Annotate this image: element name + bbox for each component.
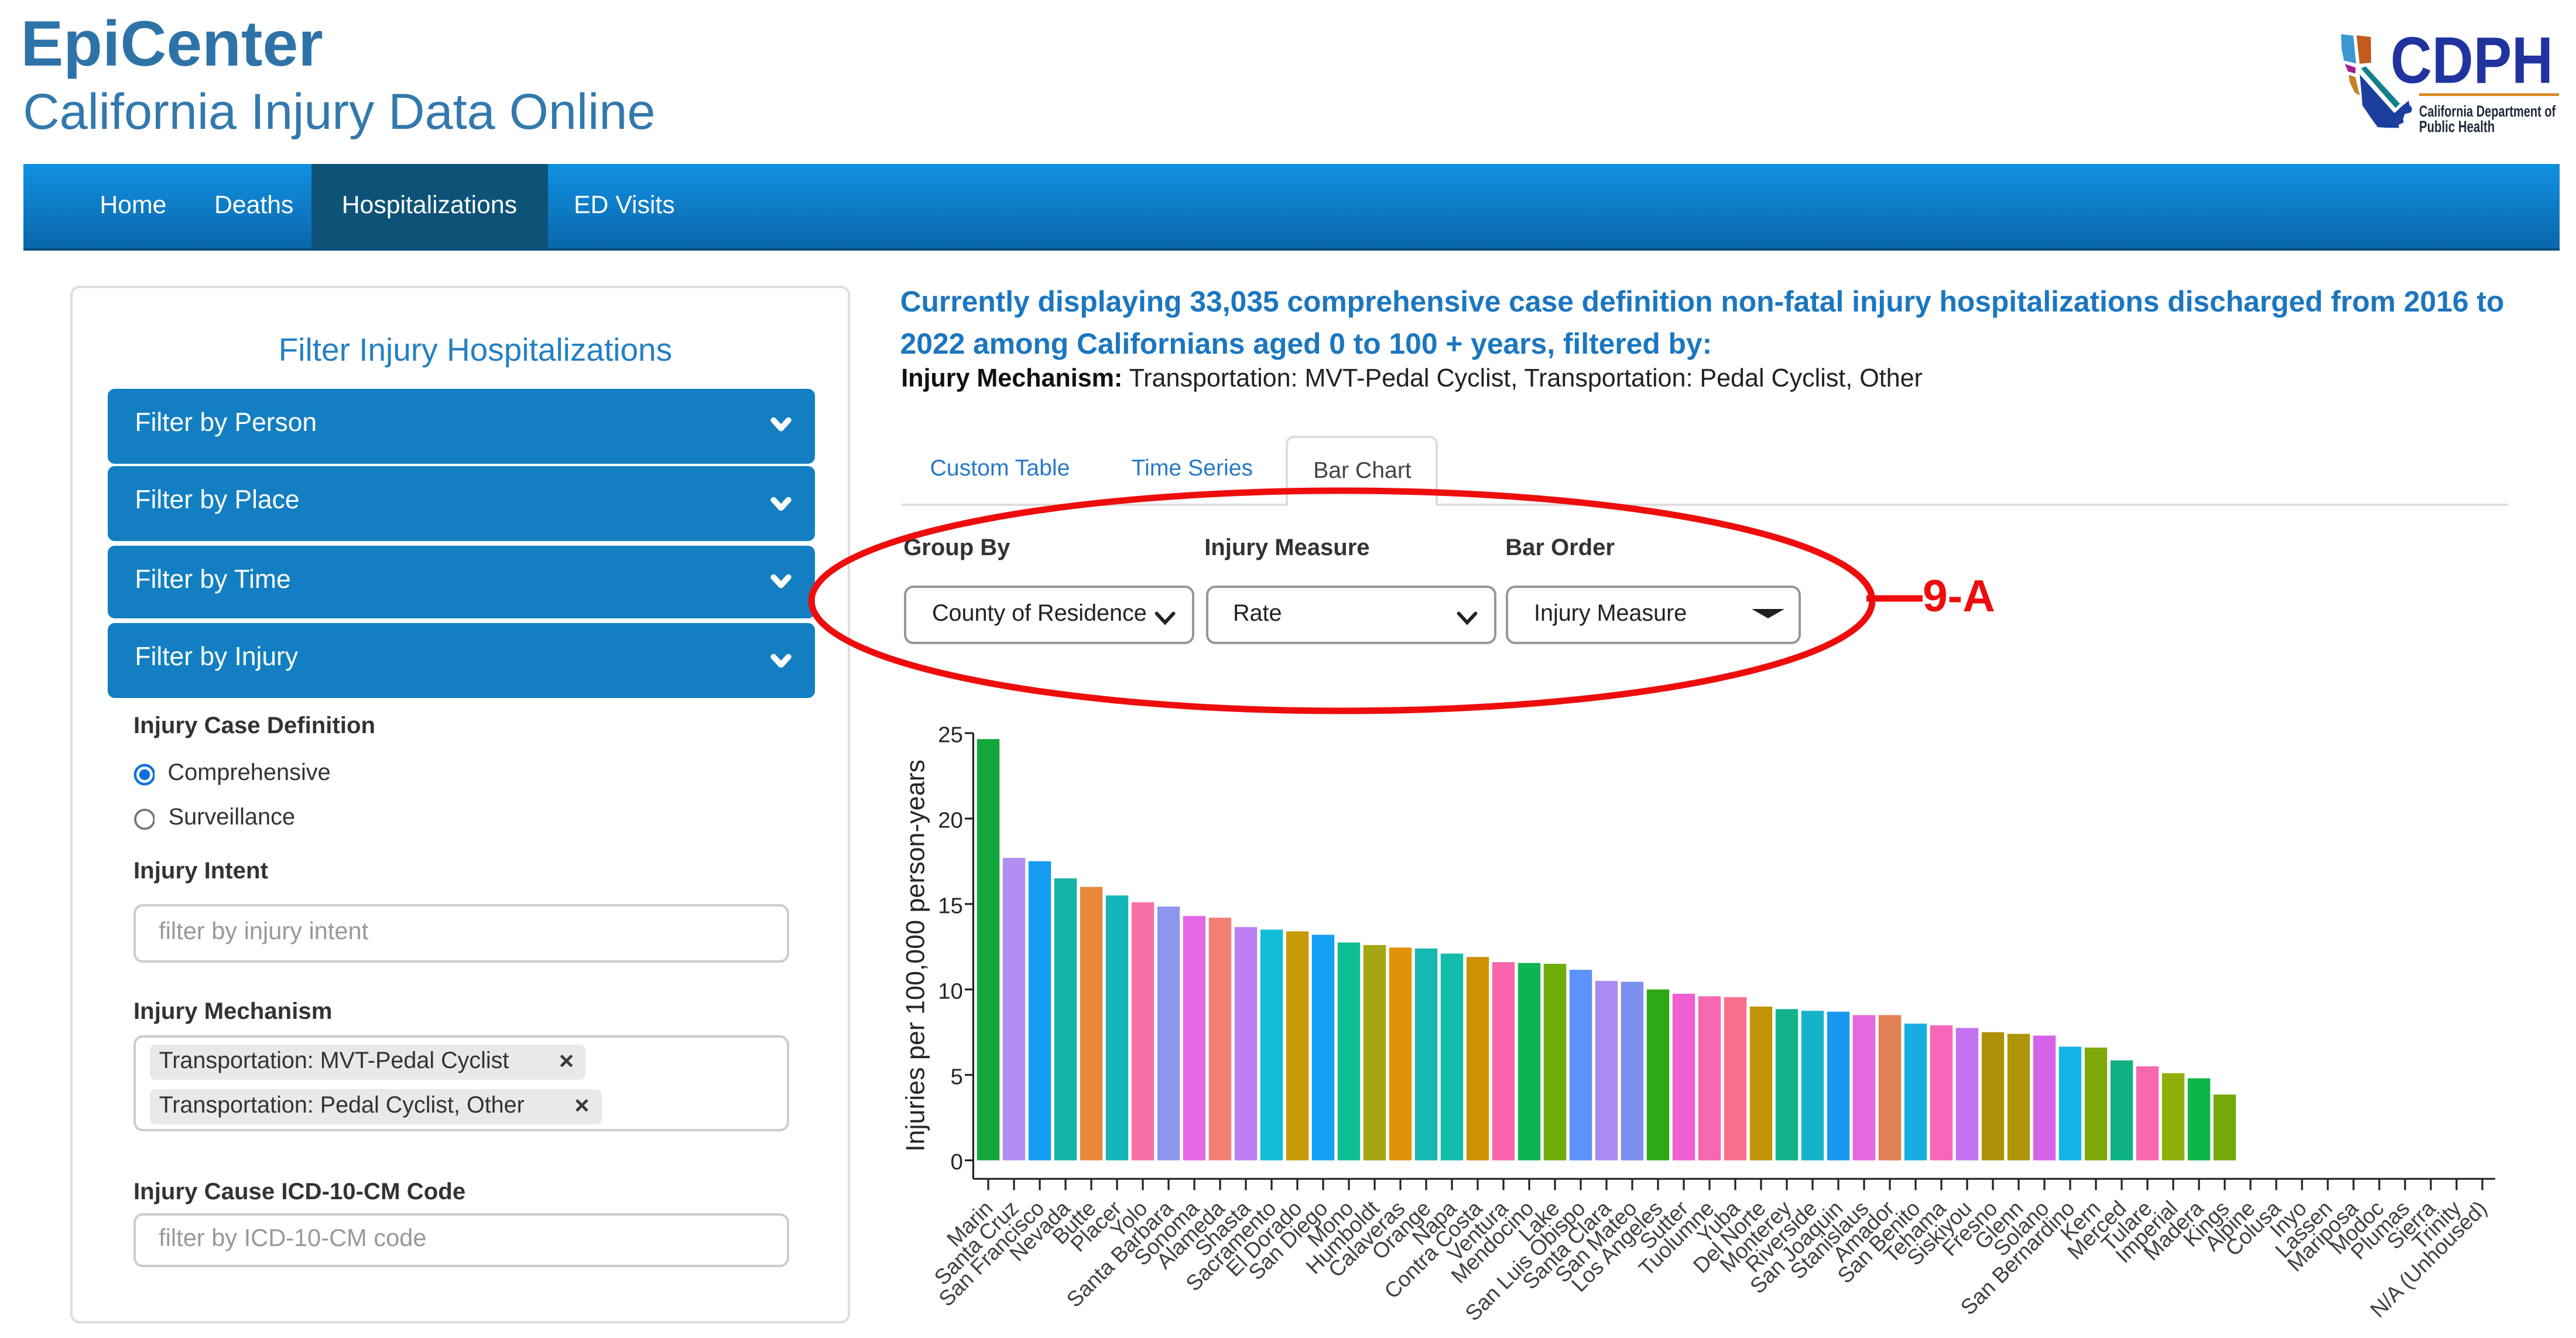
svg-text:5: 5 <box>950 1064 962 1089</box>
svg-text:10: 10 <box>938 978 963 1004</box>
svg-text:Public Health: Public Health <box>2419 117 2495 135</box>
svg-text:20: 20 <box>938 808 963 833</box>
svg-text:15: 15 <box>938 893 963 918</box>
svg-text:25: 25 <box>938 723 963 748</box>
svg-text:Injuries per 100,000 person-ye: Injuries per 100,000 person-years <box>900 759 930 1152</box>
svg-text:0: 0 <box>950 1149 962 1175</box>
svg-text:California Department of: California Department of <box>2419 101 2556 119</box>
svg-text:CDPH: CDPH <box>2390 32 2553 96</box>
